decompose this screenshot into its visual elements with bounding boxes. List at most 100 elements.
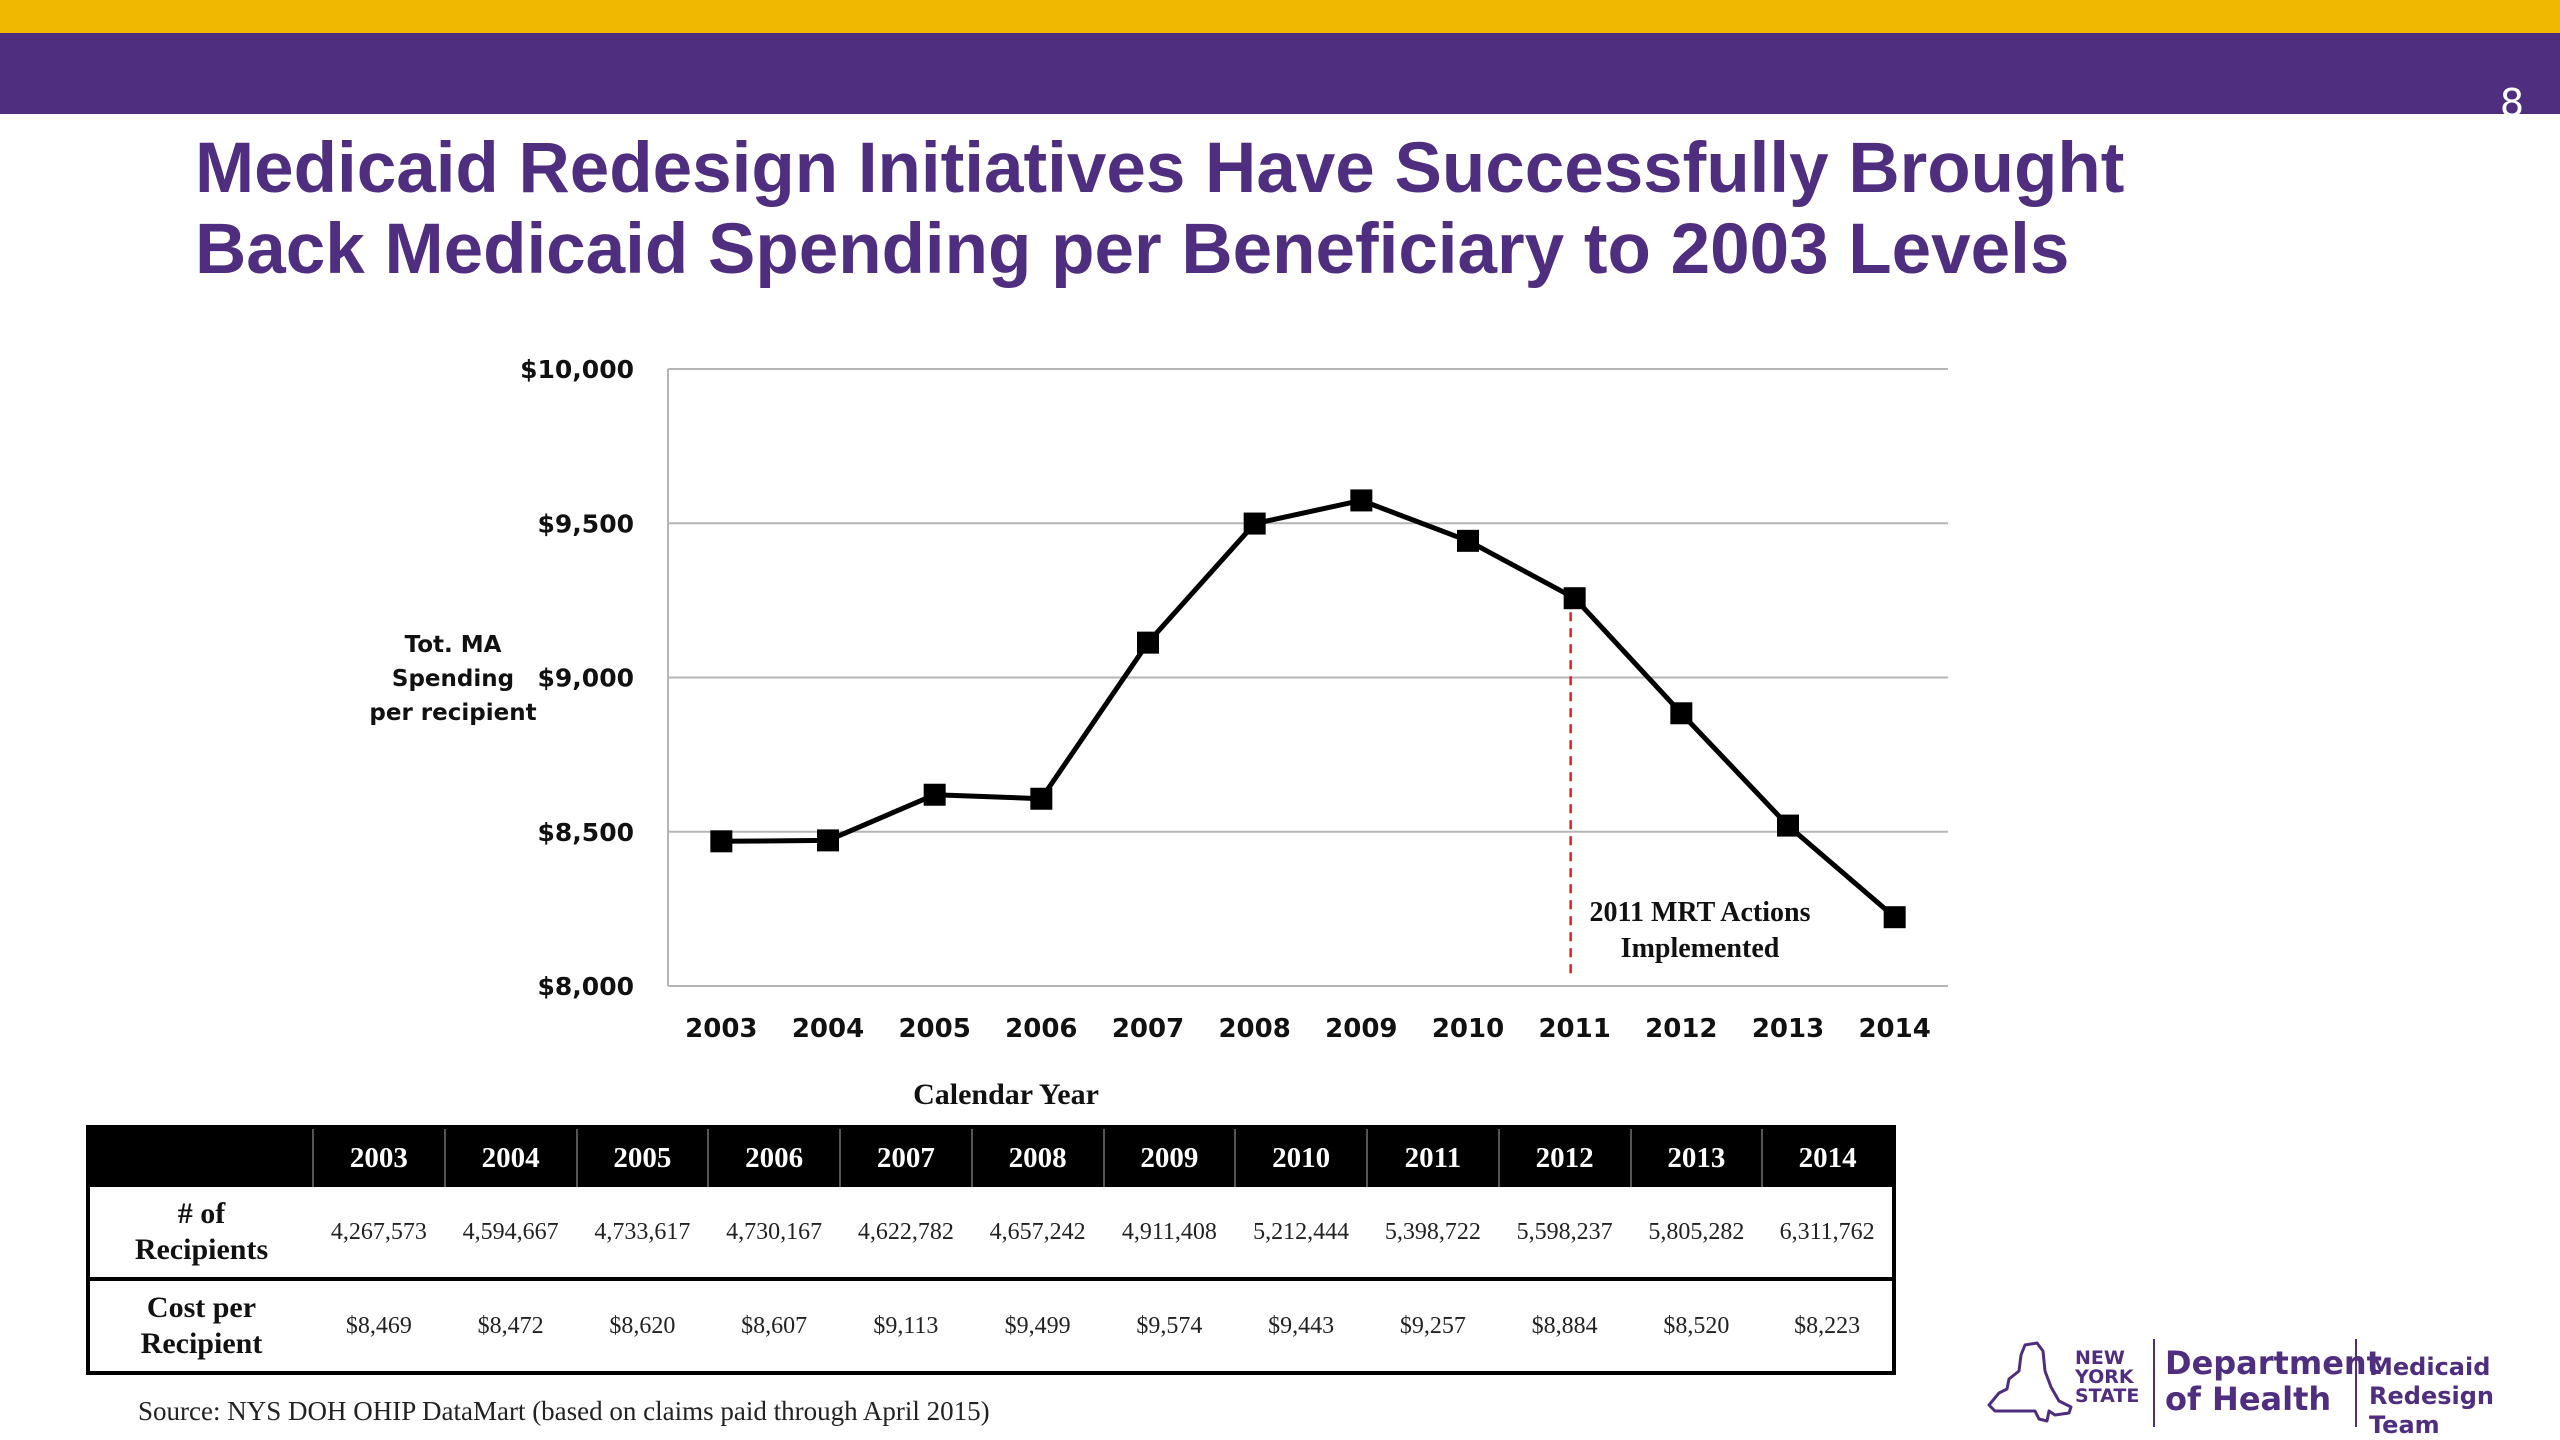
- top-gold-bar: [0, 0, 2560, 33]
- logo-divider: [2355, 1339, 2357, 1427]
- mrt-line-2: Redesign Team: [2369, 1382, 2494, 1439]
- x-tick-label: 2009: [1325, 1014, 1397, 1044]
- mrt-wordmark: Medicaid Redesign Team: [2369, 1353, 2545, 1440]
- table-row-label: Cost per Recipient: [140, 1291, 263, 1360]
- table-year-header: 2010: [1234, 1127, 1367, 1187]
- y-axis-ticks: $8,000 $8,500 $9,000 $9,500 $10,000: [520, 355, 634, 1001]
- spending-series: [710, 489, 1906, 929]
- y-tick-label: $9,500: [538, 509, 634, 538]
- mrt-annotation-label: 2011 MRT Actions: [1590, 897, 1811, 928]
- table-row: Cost per Recipient $8,469 $8,472 $8,620 $8,60…: [88, 1279, 1894, 1373]
- y-tick-label: $8,500: [538, 818, 634, 847]
- table-cell: 5,598,237: [1498, 1187, 1631, 1281]
- table-cell: $8,520: [1663, 1312, 1730, 1339]
- new-york-state-outline-icon: [1987, 1341, 2073, 1423]
- slide-number: 8: [2499, 81, 2524, 125]
- table-row: # of Recipients 4,267,573 4,594,667 4,733,61…: [88, 1187, 1894, 1281]
- table-year-header: 2009: [1102, 1127, 1236, 1187]
- table-cell: 4,911,408: [1103, 1187, 1236, 1281]
- table-cell: $9,574: [1136, 1312, 1203, 1339]
- mrt-annotation: 2011 MRT Actions Implemented: [1569, 612, 1811, 975]
- table-corner-cell: [88, 1127, 313, 1187]
- doh-line-2: of Health: [2165, 1380, 2332, 1418]
- table-year-header: 2005: [575, 1127, 709, 1187]
- x-axis-ticks: 2003 2004 2005 2006 2007 2008 2009 2010 2011 2012…: [685, 1014, 1931, 1044]
- mrt-annotation-label: Implemented: [1621, 933, 1780, 964]
- slide-title: Medicaid Redesign Initiatives Have Succe…: [195, 128, 2395, 290]
- data-point-marker: [1883, 906, 1906, 929]
- data-point-marker: [1563, 587, 1586, 610]
- table-year-header: 2007: [839, 1127, 972, 1187]
- x-tick-label: 2010: [1432, 1014, 1504, 1044]
- x-tick-label: 2004: [792, 1014, 864, 1044]
- logo-divider: [2153, 1339, 2155, 1427]
- data-point-marker: [1457, 529, 1479, 552]
- table-cell: 4,733,617: [576, 1187, 709, 1281]
- nys-wordmark: NEW YORK STATE: [2075, 1349, 2139, 1406]
- doh-wordmark: Department of Health: [2165, 1345, 2382, 1417]
- table-body: # of Recipients 4,267,573 4,594,667 4,733,61…: [88, 1187, 1894, 1373]
- table-year-header: 2008: [970, 1127, 1104, 1187]
- table-year-header: 2003: [312, 1127, 445, 1187]
- x-tick-label: 2008: [1218, 1014, 1290, 1044]
- data-point-marker: [1670, 702, 1693, 725]
- table-header-row: 2003 2004 2005 2006 2007 2008 2009 2010 2011 2012…: [88, 1127, 1894, 1187]
- nys-word-1: NEW: [2075, 1347, 2125, 1369]
- x-tick-label: 2007: [1112, 1014, 1184, 1044]
- data-table: 2003 2004 2005 2006 2007 2008 2009 2010 2011 2012…: [86, 1125, 1896, 1375]
- x-tick-label: 2003: [685, 1014, 757, 1044]
- data-point-marker: [1777, 814, 1799, 837]
- slide-title-line-1: Medicaid Redesign Initiatives Have Succe…: [195, 129, 2125, 208]
- y-axis-label: Spending: [392, 666, 514, 692]
- table-cell: 4,267,573: [313, 1187, 445, 1281]
- table-cell: $8,223: [1794, 1312, 1861, 1339]
- x-tick-label: 2005: [898, 1014, 970, 1044]
- x-tick-label: 2006: [1005, 1014, 1077, 1044]
- table-cell: 4,594,667: [444, 1187, 577, 1281]
- mrt-line-1: Medicaid: [2369, 1353, 2491, 1381]
- table-cell: $9,113: [873, 1312, 939, 1339]
- table-cell: $8,469: [345, 1312, 412, 1339]
- data-point-marker: [1137, 631, 1159, 654]
- data-point-marker: [1243, 512, 1266, 535]
- source-note: Source: NYS DOH OHIP DataMart (based on …: [138, 1396, 990, 1426]
- header-bar: 8: [0, 33, 2560, 125]
- table-cell: 4,622,782: [840, 1187, 972, 1281]
- table-year-header: 2013: [1629, 1127, 1763, 1187]
- nys-doh-logo: NEW YORK STATE Department of Health Medi…: [1985, 1335, 2545, 1439]
- slide-title-line-2: Back Medicaid Spending per Beneficiary t…: [195, 210, 2070, 289]
- table-year-header: 2006: [707, 1127, 840, 1187]
- x-axis-label: Calendar Year: [913, 1078, 1099, 1111]
- doh-line-1: Department: [2165, 1344, 2382, 1382]
- table-cell: $8,607: [741, 1312, 808, 1339]
- y-axis-label: Tot. MA: [405, 632, 502, 658]
- y-tick-label: $9,000: [538, 664, 634, 693]
- table-cell: 5,398,722: [1367, 1187, 1499, 1281]
- table-cell: 4,730,167: [708, 1187, 840, 1281]
- y-tick-label: $8,000: [538, 972, 634, 1001]
- table-cell: 6,311,762: [1762, 1187, 1894, 1281]
- axis-labels: Tot. MA Spending per recipient Calendar Yea…: [369, 632, 1099, 1111]
- spending-line-chart: $8,000 $8,500 $9,000 $9,500 $10,000 2003 2004…: [369, 355, 1948, 1111]
- y-axis-label: per recipient: [369, 700, 536, 726]
- data-point-marker: [923, 783, 946, 806]
- data-point-marker: [1350, 489, 1373, 512]
- table-cell: $9,257: [1399, 1312, 1466, 1339]
- x-tick-label: 2012: [1645, 1014, 1717, 1044]
- table-cell: 5,212,444: [1235, 1187, 1367, 1281]
- nys-word-2: YORK: [2075, 1366, 2134, 1388]
- data-point-marker: [710, 830, 733, 853]
- table-cell: $8,472: [477, 1312, 544, 1339]
- nys-word-3: STATE: [2075, 1385, 2140, 1407]
- table-cell: $8,884: [1531, 1312, 1598, 1339]
- table-cell: 5,805,282: [1630, 1187, 1763, 1281]
- data-point-marker: [1030, 787, 1053, 810]
- data-point-marker: [817, 829, 839, 852]
- chart-gridlines: [667, 368, 1948, 987]
- x-tick-label: 2014: [1858, 1014, 1930, 1044]
- table-year-header: 2011: [1366, 1127, 1499, 1187]
- x-tick-label: 2013: [1752, 1014, 1824, 1044]
- table-cell: $9,499: [1004, 1312, 1071, 1339]
- table-year-header: 2014: [1761, 1127, 1894, 1187]
- table-cell: $9,443: [1268, 1312, 1335, 1339]
